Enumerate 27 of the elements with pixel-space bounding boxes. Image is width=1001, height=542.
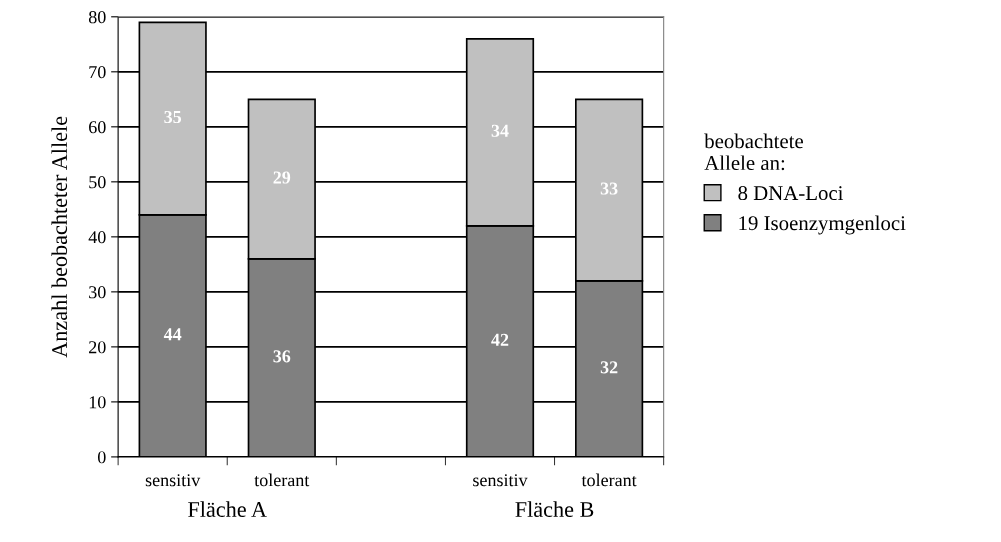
data-label: 29 bbox=[273, 171, 291, 184]
data-label: 35 bbox=[164, 110, 182, 124]
x-tick-label: sensitiv bbox=[145, 474, 201, 487]
y-tick-label: 10 bbox=[89, 396, 106, 409]
y-tick-label: 0 bbox=[97, 451, 106, 464]
legend-title: beobachtete Allele an: bbox=[704, 133, 803, 171]
text: Fläche A bbox=[188, 501, 267, 517]
text: Fläche B bbox=[515, 501, 594, 517]
x-tick-label: sensitiv bbox=[473, 474, 528, 487]
y-tick-label: 20 bbox=[89, 341, 106, 354]
data-label: 44 bbox=[163, 328, 182, 341]
y-axis-title: Anzahl beobachteter Allele bbox=[51, 116, 68, 358]
data-label: 42 bbox=[491, 333, 509, 346]
data-label: 36 bbox=[273, 350, 291, 363]
y-tick-label: 40 bbox=[88, 231, 106, 244]
legend-label: 19 Isoenzymgenloci bbox=[739, 215, 906, 235]
data-label: 32 bbox=[600, 361, 618, 374]
y-tick-label: 30 bbox=[89, 286, 106, 299]
y-tick-label: 70 bbox=[89, 66, 106, 79]
y-tick-label: 50 bbox=[89, 176, 106, 189]
data-label: 34 bbox=[491, 124, 509, 137]
x-tick-label: tolerant bbox=[254, 473, 310, 487]
y-tick-label: 80 bbox=[88, 11, 106, 24]
y-tick-label: 60 bbox=[89, 121, 106, 134]
x-tick-label: tolerant bbox=[581, 473, 637, 487]
legend-label: 8 DNA-Loci bbox=[738, 186, 844, 201]
data-label: 33 bbox=[600, 182, 618, 195]
